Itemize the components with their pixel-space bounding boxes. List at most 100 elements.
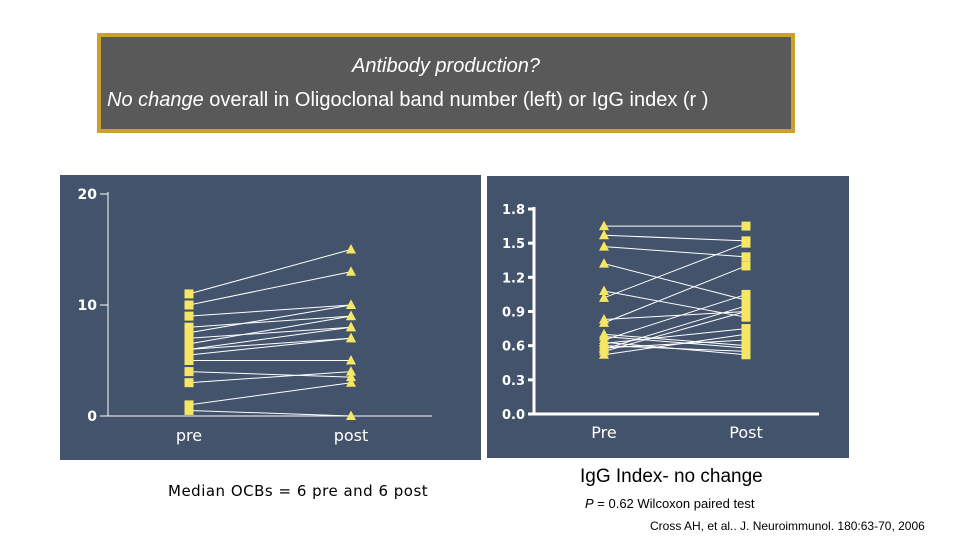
- post-marker: [741, 350, 751, 360]
- post-marker: [741, 343, 751, 353]
- pair-line: [188, 304, 352, 317]
- igg-lines: [603, 225, 747, 356]
- pair-line: [603, 293, 747, 341]
- ocb-chart: 0 10 20 pre post: [60, 175, 481, 460]
- pre-marker: [599, 285, 609, 295]
- y-tick-label: 0.3: [502, 374, 525, 389]
- slide-title-line1: Antibody production?: [352, 55, 540, 77]
- pair-line: [188, 382, 352, 406]
- pre-marker: [599, 220, 609, 231]
- x-tick-label-post: post: [334, 426, 369, 445]
- pre-marker: [184, 289, 194, 299]
- post-marker: [741, 261, 751, 271]
- p-symbol: P: [585, 496, 594, 511]
- ocb-markers: [184, 244, 356, 420]
- x-tick-label-pre: pre: [176, 426, 202, 445]
- pre-marker: [599, 331, 609, 341]
- igg-caption: IgG Index- no change: [580, 466, 763, 487]
- pre-marker: [599, 258, 609, 268]
- pre-marker: [599, 241, 609, 251]
- pair-line: [603, 341, 747, 356]
- title-box: Antibody production? No change overall i…: [97, 33, 795, 133]
- pre-marker: [599, 229, 609, 240]
- pre-marker: [184, 367, 194, 377]
- pre-marker: [184, 333, 194, 343]
- igg-labels: 0.0 0.3 0.6 0.9 1.2 1.5 1.8 Pre Post: [502, 203, 763, 442]
- post-marker: [741, 289, 751, 299]
- pair-line: [188, 326, 352, 339]
- pre-marker: [184, 311, 194, 321]
- pair-line: [188, 371, 352, 378]
- ocb-lines: [188, 249, 352, 417]
- pair-line: [603, 263, 747, 301]
- post-marker: [741, 295, 751, 305]
- pair-line: [188, 326, 352, 350]
- post-marker: [346, 377, 356, 387]
- post-marker: [741, 324, 751, 334]
- y-tick-label: 20: [78, 187, 98, 203]
- pre-marker: [184, 356, 194, 365]
- pair-line: [603, 339, 747, 349]
- post-marker: [346, 321, 356, 332]
- x-tick-label-post: Post: [729, 423, 762, 442]
- pre-marker: [184, 300, 194, 310]
- post-marker: [741, 329, 751, 339]
- pair-line: [603, 246, 747, 258]
- post-marker: [346, 244, 356, 254]
- post-marker: [346, 332, 356, 343]
- pre-marker: [184, 400, 194, 410]
- ocb-axes: [100, 192, 432, 417]
- pair-line: [603, 333, 747, 347]
- pair-line: [188, 371, 352, 384]
- p-value-text: = 0.62 Wilcoxon paired test: [593, 496, 755, 511]
- y-tick-label: 0.6: [502, 340, 525, 355]
- post-marker: [741, 252, 751, 262]
- post-marker: [346, 355, 356, 365]
- pre-marker: [599, 317, 609, 327]
- y-tick-label: 1.2: [502, 271, 525, 286]
- y-tick-label: 10: [78, 298, 98, 314]
- median-caption: Median OCBs = 6 pre and 6 post: [168, 482, 429, 500]
- pre-marker: [184, 350, 194, 360]
- igg-chart-background: [487, 176, 849, 458]
- y-tick-label: 0: [87, 409, 97, 425]
- pair-line: [188, 315, 352, 328]
- citation: Cross AH, et al.. J. Neuroimmunol. 180:6…: [650, 519, 925, 533]
- post-marker: [741, 238, 751, 248]
- title-rest: overall in Oligoclonal band number (left…: [203, 89, 709, 111]
- post-marker: [346, 266, 356, 276]
- pre-marker: [599, 292, 609, 302]
- pair-line: [603, 234, 747, 242]
- pair-line: [188, 337, 352, 350]
- pair-line: [603, 333, 747, 356]
- pair-line: [188, 304, 352, 334]
- pair-line: [188, 249, 352, 295]
- post-marker: [741, 312, 751, 322]
- igg-markers: [599, 220, 751, 360]
- pre-marker: [184, 405, 194, 415]
- pair-line: [603, 328, 747, 344]
- pre-marker: [184, 328, 194, 338]
- post-marker: [346, 371, 356, 382]
- igg-axes: [528, 207, 819, 416]
- title-emphasis: No change: [107, 89, 204, 111]
- post-marker: [741, 221, 751, 231]
- ocb-labels: 0 10 20 pre post: [78, 187, 369, 445]
- x-tick-label-pre: Pre: [591, 423, 616, 442]
- post-marker: [346, 299, 356, 309]
- y-tick-label: 0.9: [502, 306, 525, 321]
- pair-line: [188, 337, 352, 356]
- p-value-note: P = 0.62 Wilcoxon paired test: [585, 496, 754, 511]
- post-marker: [346, 366, 356, 376]
- pair-line: [603, 265, 747, 324]
- post-marker: [741, 335, 751, 345]
- igg-chart: 0.0 0.3 0.6 0.9 1.2 1.5 1.8 Pre Post: [487, 176, 849, 458]
- pre-marker: [184, 344, 194, 354]
- slide-title-line2: No change overall in Oligoclonal band nu…: [107, 89, 708, 112]
- y-tick-label: 0.0: [502, 408, 525, 423]
- post-marker: [346, 410, 356, 420]
- pair-line: [603, 242, 747, 299]
- post-marker: [741, 307, 751, 316]
- y-tick-label: 1.5: [502, 237, 525, 252]
- pair-line: [603, 305, 747, 350]
